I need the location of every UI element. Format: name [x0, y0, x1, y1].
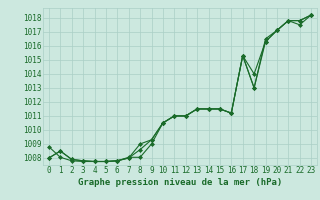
X-axis label: Graphe pression niveau de la mer (hPa): Graphe pression niveau de la mer (hPa): [78, 178, 282, 187]
